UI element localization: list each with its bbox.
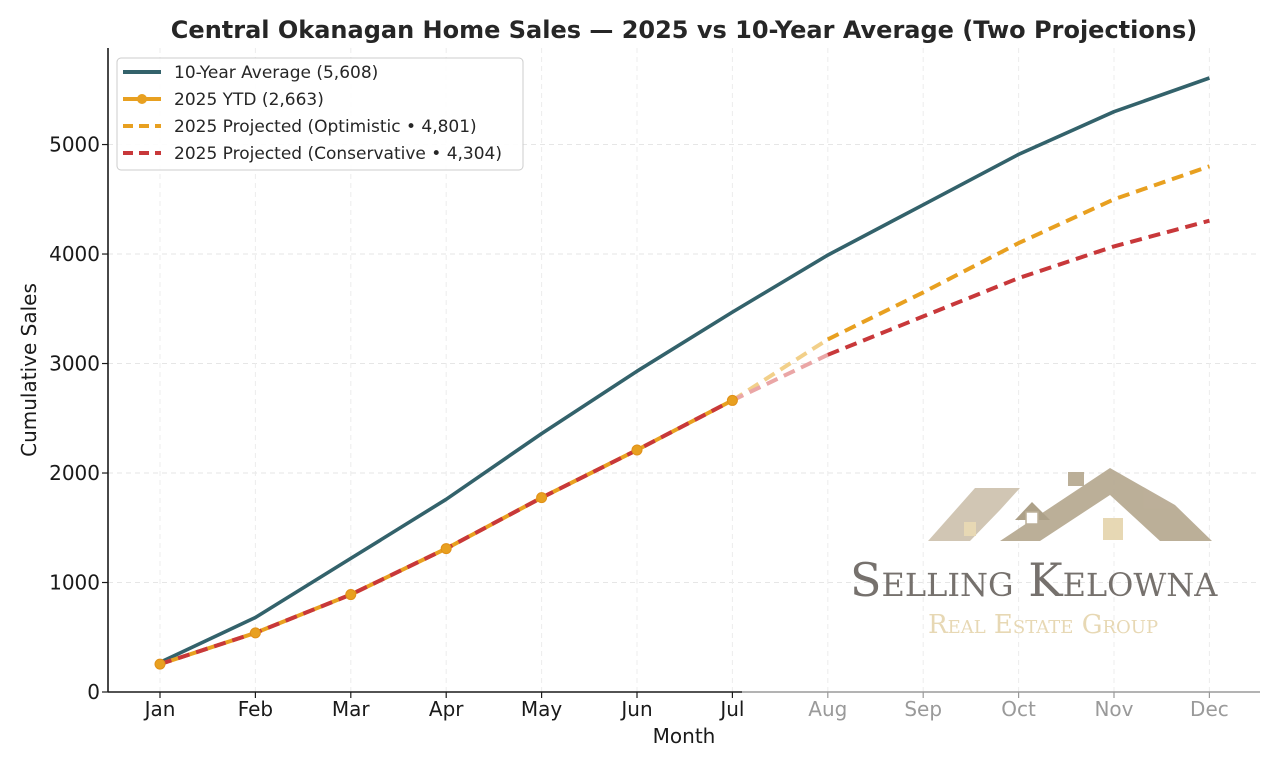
x-tick-label: Dec [1190,697,1229,721]
y-tick-label: 5000 [49,133,100,157]
x-tick-label: Aug [808,697,847,721]
watermark-sub-text: Real Estate Group [928,610,1158,640]
y-axis-label: Cumulative Sales [17,283,41,457]
ytd-point [345,589,357,601]
ytd-point [536,492,548,504]
watermark-logo: Selling Kelowna Real Estate Group [850,468,1218,640]
x-tick-label: May [521,697,563,721]
x-tick-label: Jan [143,697,176,721]
x-tick-label: Feb [238,697,273,721]
x-axis-label: Month [653,724,716,748]
ytd-point [154,658,166,670]
series-conservative-line [827,218,1210,357]
x-tick-label: Jun [619,697,652,721]
watermark-chimney [1068,472,1084,486]
x-tick-label: Jul [718,697,744,721]
ytd-point [249,627,261,639]
legend-label: 2025 YTD (2,663) [174,90,324,110]
watermark-window-right [1103,518,1123,540]
legend-label: 2025 Projected (Optimistic • 4,801) [174,117,477,137]
watermark-main-text: Selling Kelowna [850,553,1218,607]
watermark-roof-right [1000,468,1212,541]
ticks: 0 1000 2000 3000 4000 5000 Jan Feb Mar Apr May Jun J… [49,133,1229,721]
x-tick-label: Mar [332,697,371,721]
series-conservative-bridge [731,352,829,403]
watermark-roof-mid [1015,502,1050,520]
y-tick-label: 0 [87,680,100,704]
series-layer [154,76,1211,670]
legend-box [116,57,524,171]
y-tick-label: 4000 [49,242,100,266]
x-tick-label: Nov [1094,697,1133,721]
watermark-window-left [964,522,976,536]
ytd-point [726,394,738,406]
ytd-point [440,543,452,555]
x-tick-label: Sep [904,697,942,721]
y-tick-label: 2000 [49,461,100,485]
legend-label: 2025 Projected (Conservative • 4,304) [174,144,502,164]
series-10yr-average-line [159,76,1210,665]
y-tick-label: 1000 [49,571,100,595]
grid [108,48,1260,692]
series-optimistic-line [826,164,1211,342]
y-tick-label: 3000 [49,352,100,376]
legend-swatch-marker [137,94,147,104]
legend-label: 10-Year Average (5,608) [174,63,378,83]
x-tick-label: Apr [429,697,464,721]
chart-title: Central Okanagan Home Sales — 2025 vs 10… [171,16,1197,44]
ytd-point [631,444,643,456]
watermark-window-mid [1025,511,1039,525]
x-tick-label: Oct [1001,697,1036,721]
legend: 10-Year Average (5,608) 2025 YTD (2,663) 2… [116,57,524,171]
watermark-roof-left [928,488,1020,541]
series-optimistic-bridge [731,337,829,403]
